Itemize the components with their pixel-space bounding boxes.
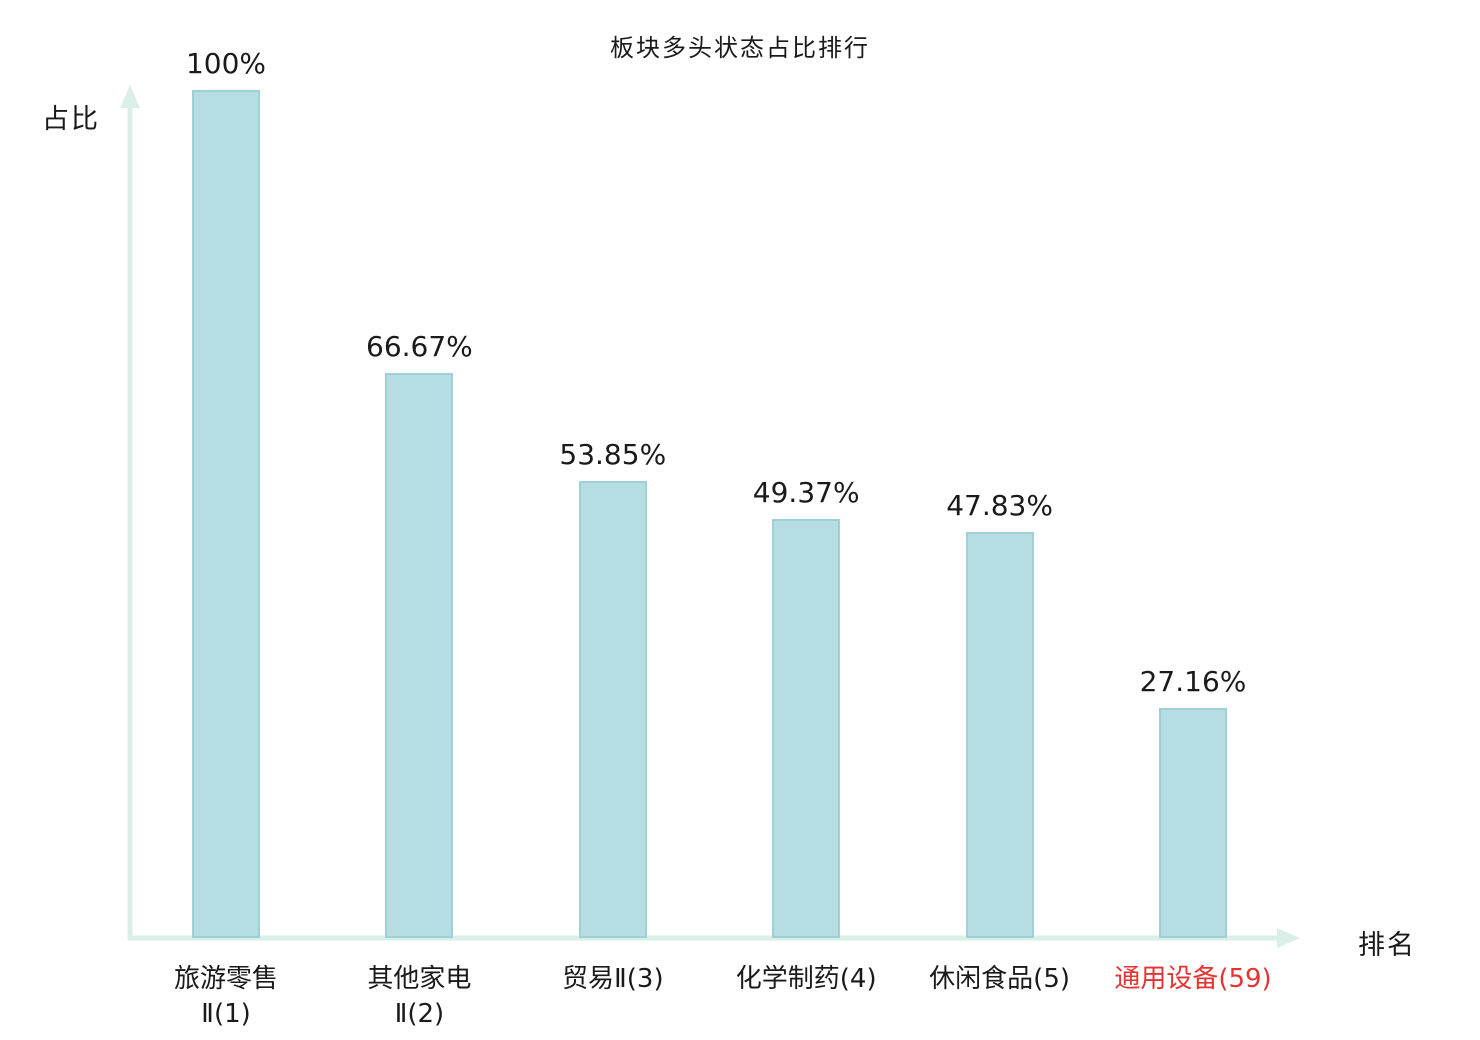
bar-category-label: 休闲食品(5) — [870, 962, 1130, 997]
y-axis-label: 占比 — [42, 104, 100, 135]
bar-value-label: 53.85% — [559, 438, 667, 471]
bar-category-line2: Ⅱ(2) — [394, 999, 445, 1030]
x-axis-arrow-icon — [1277, 928, 1300, 948]
bar-category-label: 其他家电 Ⅱ(2) — [289, 962, 549, 1032]
bar-value-label: 66.67% — [366, 330, 473, 363]
bar — [772, 519, 841, 938]
bar-category-label: 旅游零售 Ⅱ(1) — [96, 962, 356, 1032]
x-axis-label: 排名 — [1358, 930, 1416, 961]
bar-category-line1: 通用设备(59) — [1114, 964, 1272, 994]
bar-category-line1: 旅游零售 — [173, 964, 278, 994]
bar-category-label: 化学制药(4) — [676, 962, 936, 997]
bar-category-line1: 化学制药(4) — [735, 964, 877, 994]
bar — [385, 373, 454, 938]
chart-title: 板块多头状态占比排行 — [610, 34, 870, 62]
y-axis-arrow-icon — [120, 85, 140, 108]
bar — [578, 481, 647, 938]
bar — [192, 90, 260, 938]
bar-category-label: 贸易Ⅱ(3) — [483, 962, 743, 997]
bar-category-line1: 贸易Ⅱ(3) — [561, 964, 664, 994]
bar-value-label: 49.37% — [752, 476, 860, 509]
bar-category-line1: 其他家电 — [367, 964, 472, 994]
bar-value-label: 27.16% — [1139, 665, 1247, 698]
bar-category-label: 通用设备(59) — [1063, 962, 1323, 997]
bar — [1159, 708, 1227, 938]
bar — [965, 532, 1034, 938]
bar-category-line1: 休闲食品(5) — [929, 964, 1071, 994]
bar-category-line2: Ⅱ(1) — [201, 999, 251, 1030]
bar-value-label: 100% — [185, 47, 267, 80]
bar-value-label: 47.83% — [946, 489, 1053, 522]
